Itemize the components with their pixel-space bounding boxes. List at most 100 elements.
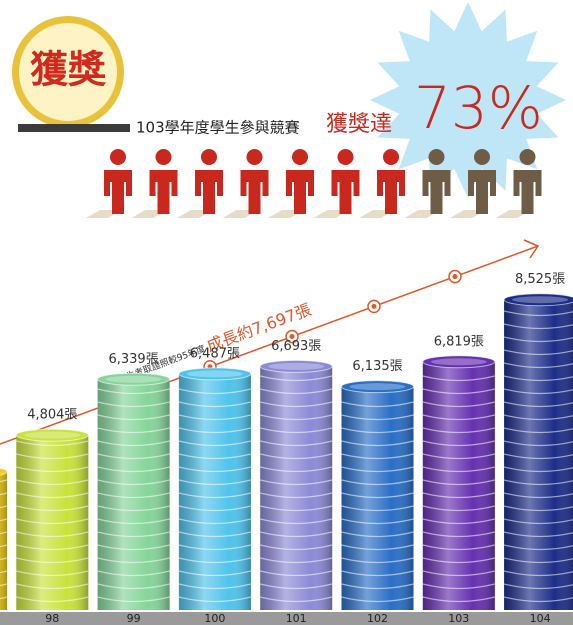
- coin-edge: [97, 583, 170, 590]
- person-head: [292, 149, 308, 165]
- coin-edge: [0, 505, 8, 509]
- coin-edge: [503, 518, 573, 525]
- coin-edge: [503, 375, 573, 382]
- coin-edge: [97, 531, 170, 538]
- value-label: 8,525張: [515, 272, 565, 287]
- coin-edge: [503, 453, 573, 460]
- coin-edge: [0, 492, 8, 496]
- person-body: [240, 170, 269, 214]
- stack-shine: [422, 361, 495, 610]
- coin-edge: [260, 583, 333, 590]
- coin-edge: [97, 427, 170, 434]
- coin-edge: [503, 570, 573, 577]
- person-icon: [404, 149, 451, 218]
- coin-edge: [422, 440, 495, 447]
- value-label: 6,819張: [434, 334, 484, 349]
- coin-edge: [260, 375, 333, 382]
- person-head: [383, 149, 399, 165]
- person-icon: [86, 149, 132, 218]
- value-label: 6,693張: [271, 339, 321, 354]
- coin-edge: [178, 583, 252, 590]
- stack-top-inner: [349, 383, 406, 391]
- person-body: [513, 170, 542, 214]
- stack-shine: [0, 471, 7, 610]
- coin-edge: [97, 492, 170, 499]
- coin-edge: [178, 453, 252, 460]
- coin-edge: [0, 557, 8, 561]
- coin-edge: [178, 414, 252, 421]
- stack-top-inner: [24, 431, 81, 439]
- coin-edge: [178, 570, 252, 577]
- coin-edge: [260, 492, 333, 499]
- person-icon: [359, 149, 405, 218]
- coin-edge: [422, 427, 495, 434]
- coin-edge: [503, 362, 573, 369]
- coin-edge: [341, 505, 414, 512]
- coin-edge: [260, 531, 333, 538]
- person-body: [422, 170, 451, 214]
- stack-top-inner: [268, 362, 325, 370]
- coin-edge: [97, 596, 170, 603]
- coin-edge: [16, 440, 89, 447]
- coin-edge: [422, 583, 495, 590]
- person-body: [468, 170, 496, 214]
- coin-edge: [97, 479, 170, 486]
- coin-edge: [178, 440, 252, 447]
- coin-edge: [97, 388, 170, 395]
- coin-edge: [16, 492, 89, 499]
- coin-edge: [260, 427, 333, 434]
- coin-edge: [97, 440, 170, 447]
- value-label: 6,339張: [108, 352, 158, 367]
- x-tick-label: 102: [367, 612, 388, 625]
- coin-edge: [97, 505, 170, 512]
- coin-edge: [503, 349, 573, 356]
- coin-edge: [0, 518, 8, 522]
- coin-edge: [178, 518, 252, 525]
- person-head: [246, 149, 263, 165]
- coin-edge: [97, 570, 170, 577]
- coin-edge: [503, 414, 573, 421]
- coin-edge: [0, 596, 8, 600]
- x-tick-label: 103: [448, 612, 469, 625]
- coin-edge: [16, 557, 89, 564]
- person-head: [337, 149, 354, 165]
- coin-edge: [97, 414, 170, 421]
- coin-edge: [178, 492, 252, 499]
- coin-edge: [341, 466, 414, 473]
- coin-edge: [422, 375, 495, 382]
- coin-edge: [260, 453, 333, 460]
- coin-edge: [260, 401, 333, 408]
- arrow-dot-core: [371, 303, 377, 309]
- coin-edge: [341, 427, 414, 434]
- coin-edge: [0, 583, 8, 587]
- coin-stack: [15, 428, 89, 610]
- person-icon: [495, 149, 542, 218]
- stack-shine: [504, 299, 573, 610]
- coin-edge: [260, 596, 333, 603]
- coin-edge: [260, 466, 333, 473]
- coin-edge: [178, 401, 252, 408]
- coin-edge: [422, 466, 495, 473]
- coin-edge: [178, 466, 252, 473]
- stack-top: [341, 380, 414, 394]
- x-tick-label: 98: [45, 612, 59, 625]
- caption: 103學年度學生參與競賽: [136, 119, 300, 137]
- coin-edge: [341, 440, 414, 447]
- coin-edge: [260, 570, 333, 577]
- coin-edge: [260, 505, 333, 512]
- chart: 學生考取證照較95年度成長約7,697張4,804張986,339張996,48…: [0, 239, 573, 625]
- value-label: 6,487張: [190, 346, 240, 361]
- coin-edge: [178, 557, 252, 564]
- coin-edge: [503, 310, 573, 317]
- coin-edge: [503, 544, 573, 551]
- person-icon: [450, 149, 496, 218]
- coin-edge: [341, 453, 414, 460]
- stack-shine: [178, 373, 251, 610]
- badge-text: 獲獎: [30, 48, 107, 92]
- coin-stack: [0, 467, 8, 610]
- stack-top: [15, 428, 89, 442]
- coin-edge: [503, 388, 573, 395]
- person-body: [149, 170, 178, 214]
- coin-edge: [16, 531, 89, 538]
- coin-edge: [422, 518, 495, 525]
